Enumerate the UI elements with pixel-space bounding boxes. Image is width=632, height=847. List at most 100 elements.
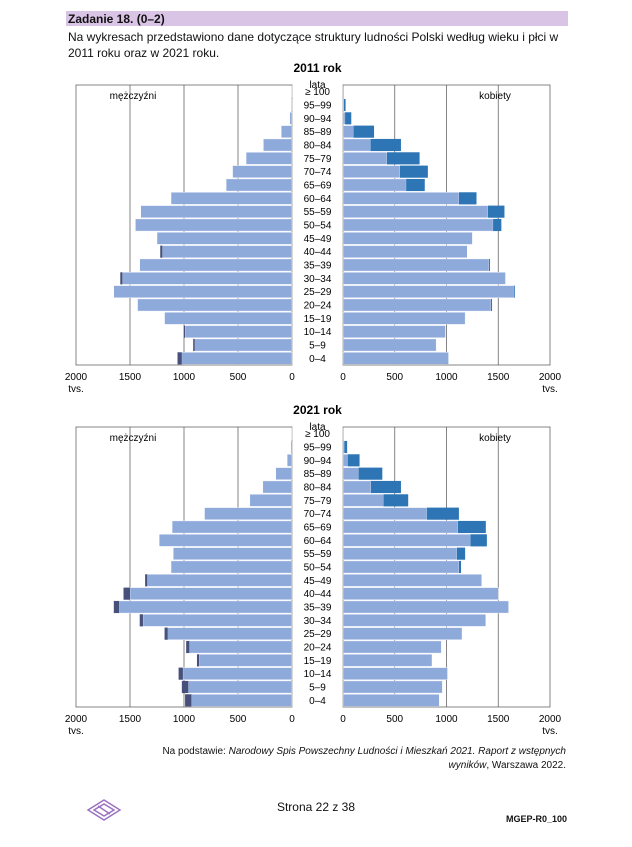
- female-excess-bar: [406, 178, 425, 192]
- unit-label-right: tys.: [542, 726, 558, 734]
- female-bar: [342, 560, 460, 574]
- male-bar: [140, 205, 293, 218]
- age-group-label: 10–14: [304, 327, 332, 338]
- female-bar: [342, 494, 384, 507]
- male-bar: [158, 534, 293, 547]
- age-group-label: 50–54: [304, 221, 332, 232]
- x-tick-label-right: 0: [340, 714, 346, 725]
- male-bar: [225, 178, 293, 192]
- publisher-logo-icon: [86, 799, 122, 821]
- male-bar: [184, 325, 293, 338]
- female-excess-bar: [457, 520, 486, 534]
- female-bar: [342, 152, 388, 165]
- male-excess-bar: [178, 667, 183, 680]
- male-bar: [245, 152, 293, 165]
- age-group-label: 70–74: [304, 167, 332, 178]
- age-group-label: 40–44: [304, 589, 332, 600]
- age-group-label: 25–29: [304, 287, 332, 298]
- male-bar: [262, 480, 293, 494]
- unit-label-left: tys.: [68, 384, 84, 392]
- male-bar: [135, 218, 293, 232]
- age-group-label: 25–29: [304, 629, 332, 640]
- female-excess-bar: [353, 125, 375, 138]
- age-group-label: 95–99: [304, 101, 332, 112]
- male-bar: [204, 507, 293, 520]
- age-group-label: 35–39: [304, 261, 332, 272]
- female-bar: [342, 165, 401, 178]
- age-group-label: 20–24: [304, 301, 332, 312]
- age-group-label: 35–39: [304, 603, 332, 614]
- male-bar: [119, 600, 293, 614]
- female-bar: [342, 440, 345, 454]
- age-group-label: 90–94: [304, 456, 332, 467]
- female-bar: [342, 125, 354, 138]
- male-bar: [275, 467, 293, 480]
- pyramid-chart-2021: 2021 rok lata 2000 1500 1000 500 0 0 500 1000 1500…: [65, 404, 562, 734]
- age-group-label: 50–54: [304, 563, 332, 574]
- female-excess-bar: [358, 467, 383, 480]
- female-bar: [342, 467, 359, 480]
- male-bar: [170, 560, 293, 574]
- female-excess-bar: [370, 480, 401, 494]
- male-bar: [249, 494, 293, 507]
- age-group-label: ≥ 100: [305, 87, 330, 98]
- age-group-label: 0–4: [309, 354, 326, 365]
- x-tick-label-left: 1500: [119, 372, 142, 383]
- age-group-label: 45–49: [304, 576, 332, 587]
- age-group-label: 60–64: [304, 536, 332, 547]
- female-excess-bar: [456, 547, 466, 560]
- female-bar: [342, 98, 345, 112]
- x-tick-label-left: 1500: [119, 714, 142, 725]
- male-bar: [139, 258, 293, 272]
- male-bar: [162, 245, 293, 258]
- male-label: mężczyźni: [110, 91, 157, 102]
- female-bar: [342, 587, 499, 600]
- age-group-label: 20–24: [304, 643, 332, 654]
- age-group-label: 70–74: [304, 509, 332, 520]
- source-prefix: Na podstawie:: [162, 746, 229, 757]
- female-bar: [342, 338, 437, 352]
- age-group-label: 40–44: [304, 247, 332, 258]
- age-group-label: 80–84: [304, 483, 332, 494]
- age-group-label: 90–94: [304, 114, 332, 125]
- female-bar: [342, 507, 428, 520]
- male-excess-bar: [164, 627, 168, 640]
- male-bar: [171, 520, 293, 534]
- female-bar: [342, 520, 459, 534]
- x-tick-label-right: 1500: [487, 714, 510, 725]
- task-title: Zadanie 18. (0–2): [68, 12, 165, 26]
- male-bar: [191, 694, 293, 707]
- age-group-label: 55–59: [304, 549, 332, 560]
- male-label: mężczyźni: [110, 433, 157, 444]
- age-group-label: 45–49: [304, 234, 332, 245]
- female-bar: [342, 205, 489, 218]
- female-bar: [342, 352, 449, 365]
- task-header-bar: [66, 11, 568, 26]
- male-bar: [142, 614, 293, 627]
- female-bar: [342, 272, 506, 285]
- female-excess-bar: [458, 560, 461, 574]
- female-excess-bar: [487, 205, 505, 218]
- x-tick-label-right: 2000: [539, 372, 562, 383]
- female-excess-bar: [488, 258, 490, 272]
- male-bar: [137, 298, 293, 312]
- source-title: Narodowy Spis Powszechny Ludności i Mies…: [228, 746, 566, 771]
- male-excess-bar: [185, 694, 192, 707]
- female-excess-bar: [386, 152, 420, 165]
- female-bar: [342, 454, 348, 467]
- male-bar: [181, 352, 293, 365]
- x-tick-label-right: 1000: [435, 714, 458, 725]
- female-label: kobiety: [479, 433, 511, 444]
- x-tick-label-left: 0: [289, 714, 295, 725]
- source-note: Na podstawie: Narodowy Spis Powszechny L…: [120, 745, 566, 773]
- male-bar: [286, 454, 293, 467]
- male-bar: [129, 587, 293, 600]
- female-bar: [342, 614, 487, 627]
- age-axis-label: lata: [309, 422, 326, 433]
- female-excess-bar: [343, 98, 346, 112]
- male-excess-bar: [186, 640, 190, 654]
- male-bar: [156, 232, 293, 245]
- female-bar: [342, 667, 448, 680]
- male-bar: [232, 165, 293, 178]
- age-group-label: 5–9: [309, 341, 326, 352]
